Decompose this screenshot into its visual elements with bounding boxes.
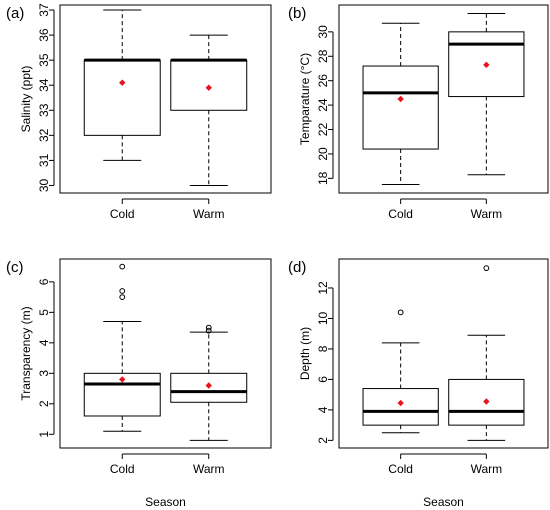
y-tick-label: 36 xyxy=(37,28,51,42)
x-category-label: Warm xyxy=(193,207,225,221)
plot-frame xyxy=(338,258,549,449)
panel-1: (a) 30 31 32 33 34 35 36 37 Salinity (ppt) Cold War… xyxy=(6,3,272,221)
y-tick-label: 37 xyxy=(37,3,51,17)
mean-marker xyxy=(205,84,212,91)
boxplot-cold xyxy=(362,309,439,434)
boxplot-cold xyxy=(83,9,161,161)
y-tick-label: 4 xyxy=(316,406,330,413)
boxplot-warm xyxy=(170,324,248,441)
x-axis-title: Season xyxy=(423,495,464,509)
mean-marker xyxy=(205,382,212,389)
y-tick-label: 2 xyxy=(37,400,51,407)
mean-marker xyxy=(397,95,404,103)
y-tick-label: 26 xyxy=(316,74,330,88)
panel-4: (d) 2 4 6 8 10 12 Depth (m) Cold Warm Season xyxy=(288,258,549,509)
outlier-point xyxy=(119,288,126,294)
outlier-point xyxy=(483,265,490,272)
y-tick-label: 24 xyxy=(316,98,330,112)
y-tick-label: 20 xyxy=(316,147,330,161)
x-category-label: Warm xyxy=(471,462,503,476)
panel-2: (b) 18 20 22 24 26 28 30 Temparature (°C) Cold War… xyxy=(288,4,549,221)
y-tick-label: 33 xyxy=(37,103,51,117)
y-tick-label: 3 xyxy=(37,370,51,377)
plot-frame xyxy=(59,258,272,449)
outlier-point xyxy=(205,327,212,334)
mean-marker xyxy=(119,79,126,86)
y-tick-label: 12 xyxy=(316,281,330,295)
mean-marker xyxy=(483,61,490,69)
x-category-label: Cold xyxy=(388,462,413,476)
y-tick-label: 34 xyxy=(37,78,51,92)
panel-label: (c) xyxy=(6,259,24,276)
outlier-point xyxy=(119,294,126,301)
y-axis-title: Salinity (ppt) xyxy=(19,66,33,133)
iqr-box xyxy=(362,65,439,150)
boxplot-warm xyxy=(448,265,525,441)
mean-marker xyxy=(397,399,404,407)
x-category-label: Cold xyxy=(110,462,135,476)
y-tick-label: 5 xyxy=(37,309,51,316)
y-axis-title: Temparature (°C) xyxy=(298,53,312,145)
y-tick-label: 4 xyxy=(37,339,51,346)
plot-frame xyxy=(59,4,272,194)
y-tick-label: 28 xyxy=(316,49,330,63)
iqr-box xyxy=(83,59,161,136)
outlier-point xyxy=(205,324,212,331)
y-tick-label: 6 xyxy=(37,278,51,285)
x-category-label: Warm xyxy=(471,207,503,221)
boxplot-cold xyxy=(362,22,439,185)
y-tick-label: 30 xyxy=(316,25,330,39)
iqr-box xyxy=(362,388,439,426)
mean-marker xyxy=(119,376,126,383)
y-tick-label: 18 xyxy=(316,171,330,185)
x-axis-title: Season xyxy=(145,495,186,509)
boxplot-warm xyxy=(170,34,248,186)
y-tick-label: 32 xyxy=(37,128,51,142)
y-tick-label: 35 xyxy=(37,53,51,67)
x-category-label: Cold xyxy=(110,207,135,221)
y-tick-label: 1 xyxy=(37,431,51,438)
boxplot-warm xyxy=(448,13,525,176)
outlier-point xyxy=(397,309,404,316)
y-tick-label: 8 xyxy=(316,345,330,352)
y-tick-label: 22 xyxy=(316,123,330,137)
mean-marker xyxy=(483,398,490,405)
y-tick-label: 30 xyxy=(37,178,51,192)
panel-3: (c) 1 2 3 4 5 6 Transparency (m) Cold Warm Season xyxy=(6,258,272,509)
x-category-label: Warm xyxy=(193,462,225,476)
y-tick-label: 10 xyxy=(316,311,330,325)
plot-frame xyxy=(338,4,549,194)
panel-label: (a) xyxy=(6,5,24,22)
x-category-label: Cold xyxy=(388,207,413,221)
y-tick-label: 2 xyxy=(316,437,330,444)
y-tick-label: 6 xyxy=(316,376,330,383)
y-axis-title: Depth (m) xyxy=(298,327,312,380)
outlier-point xyxy=(119,263,126,270)
y-axis-title: Transparency (m) xyxy=(19,306,33,400)
y-tick-label: 31 xyxy=(37,153,51,167)
panel-label: (d) xyxy=(288,259,306,276)
panel-label: (b) xyxy=(288,5,306,22)
boxplot-cold xyxy=(83,263,161,432)
